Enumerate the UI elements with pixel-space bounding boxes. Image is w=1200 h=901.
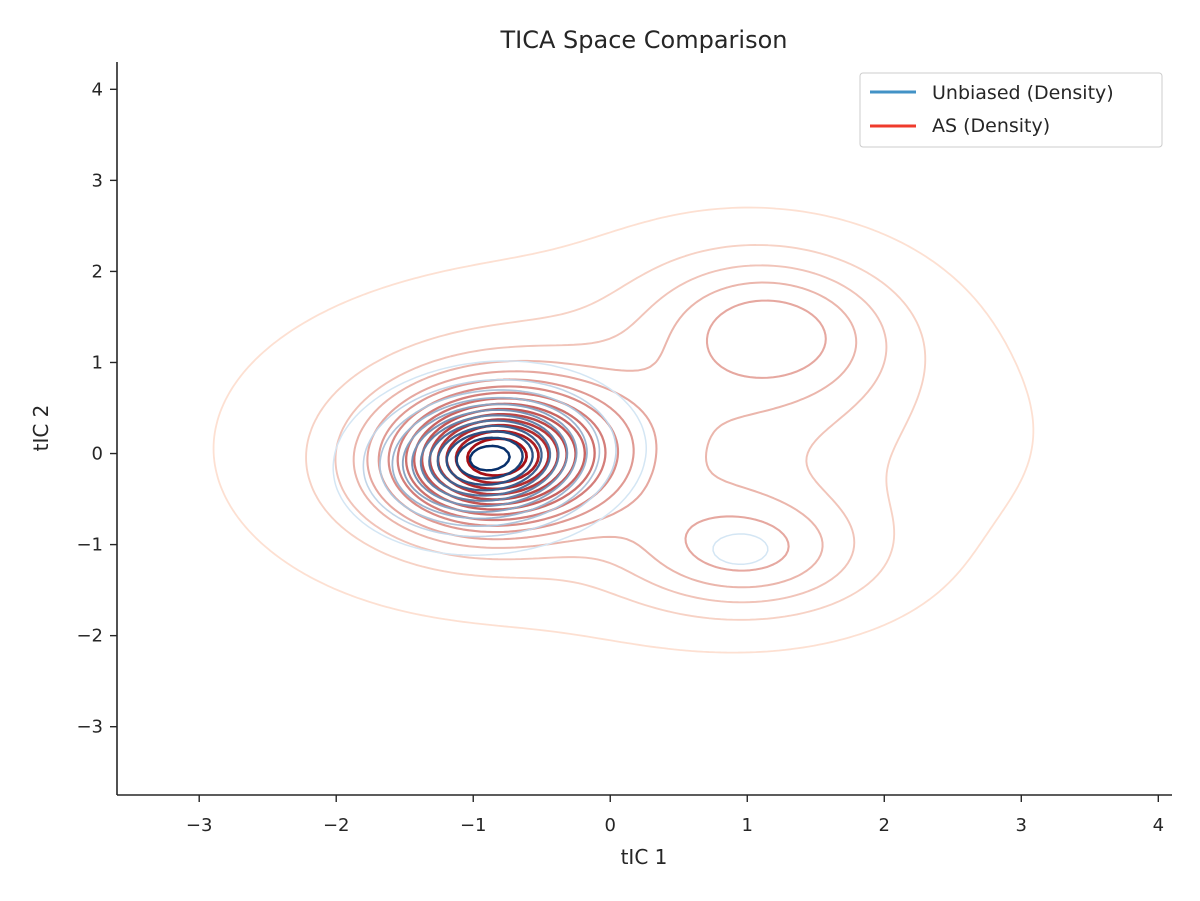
contour-level	[445, 430, 534, 486]
unbiased-density-contours	[332, 360, 769, 566]
contour-level	[419, 414, 560, 502]
y-tick-label: −2	[76, 626, 103, 647]
contour-level	[332, 360, 769, 566]
y-tick-label: 4	[92, 79, 103, 100]
x-tick-label: 2	[879, 815, 890, 836]
contour-level	[468, 444, 511, 472]
x-tick-label: 3	[1016, 815, 1027, 836]
x-tick-label: 0	[605, 815, 616, 836]
contour-level	[428, 419, 552, 497]
contour-level	[401, 403, 578, 513]
contour-level	[362, 378, 617, 538]
x-tick-label: 1	[742, 815, 753, 836]
contour-layer	[212, 206, 1035, 654]
legend-box	[859, 72, 1163, 148]
x-tick-label: −3	[186, 815, 213, 836]
contour-level	[455, 436, 524, 480]
contour-level	[366, 299, 827, 572]
contour-level	[352, 281, 858, 589]
x-tick-label: −1	[460, 815, 487, 836]
contour-level	[305, 244, 927, 621]
y-tick-label: 2	[92, 261, 103, 282]
y-tick-label: −1	[76, 535, 103, 556]
x-axis-label: tIC 1	[621, 845, 668, 869]
legend-label-as: AS (Density)	[932, 115, 1050, 137]
contour-level	[212, 206, 1035, 654]
contour-level	[334, 264, 888, 604]
x-tick-label: −2	[323, 815, 350, 836]
chart-title: TICA Space Comparison	[499, 26, 787, 54]
contour-level	[436, 424, 543, 492]
x-tick-label: 4	[1153, 815, 1164, 836]
y-axis-label: tIC 2	[29, 405, 53, 452]
contour-level	[387, 385, 620, 527]
legend: Unbiased (Density) AS (Density)	[859, 72, 1163, 148]
legend-label-unbiased: Unbiased (Density)	[932, 82, 1114, 104]
contour-level	[391, 396, 588, 520]
y-tick-label: 3	[92, 170, 103, 191]
y-tick-label: −3	[76, 717, 103, 738]
y-tick-label: 0	[92, 444, 103, 465]
y-tick-label: 1	[92, 352, 103, 373]
contour-level	[411, 408, 569, 508]
y-axis-ticks: −3 −2 −1 0 1 2 3 4	[76, 79, 117, 738]
contour-level	[379, 389, 601, 527]
as-density-contours	[212, 206, 1035, 654]
x-axis-ticks: −3 −2 −1 0 1 2 3 4	[186, 795, 1164, 836]
